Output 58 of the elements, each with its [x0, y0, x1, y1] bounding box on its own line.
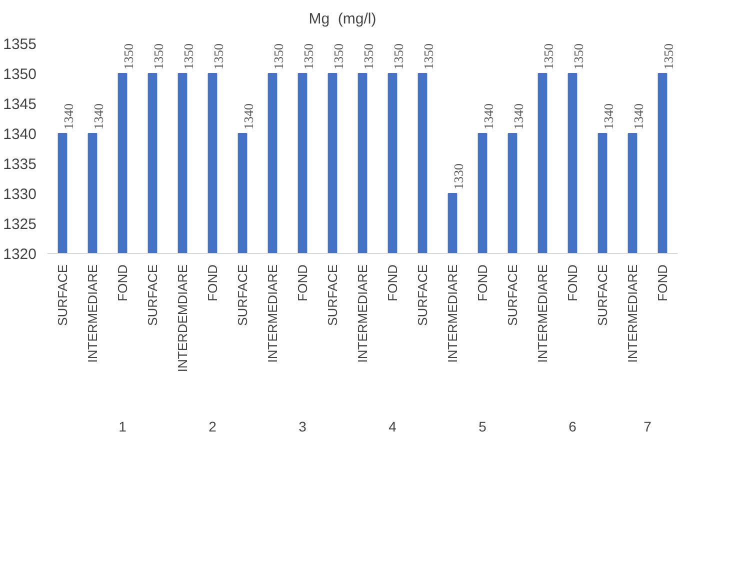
y-tick-label: 1325 — [3, 216, 37, 233]
x-tick-label: FOND — [115, 264, 130, 302]
x-tick-label: SURFACE — [595, 264, 610, 326]
data-label: 1350 — [541, 44, 556, 70]
x-tick-label: INTERMEDIARE — [265, 264, 280, 363]
y-tick-label: 1320 — [3, 246, 37, 263]
data-label: 1350 — [361, 44, 376, 70]
data-label: 1340 — [61, 104, 76, 130]
text: 1 — [118, 418, 127, 434]
data-label: 1340 — [511, 104, 526, 130]
y-tick-label: 1340 — [3, 126, 37, 143]
x-tick-label: SURFACE — [145, 264, 160, 326]
data-label: 1340 — [601, 104, 616, 130]
x-tick-label: INTERMEDIARE — [355, 264, 370, 363]
y-tick-label: 1345 — [3, 96, 37, 113]
x-tick-label: INTERDEMDIARE — [175, 264, 190, 372]
data-label: 1350 — [181, 44, 196, 70]
text: 3 — [298, 418, 307, 434]
data-label: 1340 — [631, 104, 646, 130]
x-tick-label: INTERMEDIARE — [535, 264, 550, 363]
x-tick-label: SURFACE — [415, 264, 430, 326]
y-tick-label: 1350 — [3, 66, 37, 83]
y-tick-label: 1355 — [3, 36, 37, 53]
x-tick-label: FOND — [475, 264, 490, 302]
data-label: 1350 — [121, 44, 136, 70]
x-tick-label: SURFACE — [55, 264, 70, 326]
data-label: 1340 — [91, 104, 106, 130]
x-tick-label: FOND — [385, 264, 400, 302]
data-label: 1350 — [331, 44, 346, 70]
x-tick-label: SURFACE — [325, 264, 340, 326]
data-label: 1350 — [391, 44, 406, 70]
x-tick-label: FOND — [205, 264, 220, 302]
x-tick-label: FOND — [565, 264, 580, 302]
data-label: 1350 — [271, 44, 286, 70]
text: 2 — [208, 418, 217, 434]
x-tick-label: INTERMEDIARE — [85, 264, 100, 363]
data-label: 1350 — [211, 44, 226, 70]
text: Mg (mg/l) — [308, 10, 376, 28]
data-label: 1350 — [421, 44, 436, 70]
x-tick-label: FOND — [655, 264, 670, 302]
y-tick-label: 1335 — [3, 156, 37, 173]
text: 4 — [388, 418, 397, 434]
data-label: 1350 — [571, 44, 586, 70]
x-tick-label: INTERMEDIARE — [625, 264, 640, 363]
x-tick-label: INTERMEDIARE — [445, 264, 460, 363]
data-label: 1350 — [151, 44, 166, 70]
data-label: 1340 — [481, 104, 496, 130]
x-tick-label: SURFACE — [505, 264, 520, 326]
data-label: 1350 — [661, 44, 676, 70]
text: 7 — [644, 418, 652, 434]
x-tick-label: SURFACE — [235, 264, 250, 326]
data-label: 1340 — [241, 104, 256, 130]
text: 6 — [568, 418, 577, 434]
data-label: 1330 — [451, 164, 466, 190]
text: 5 — [478, 418, 487, 434]
x-tick-label: FOND — [295, 264, 310, 302]
data-label: 1350 — [301, 44, 316, 70]
y-tick-label: 1330 — [3, 186, 37, 203]
